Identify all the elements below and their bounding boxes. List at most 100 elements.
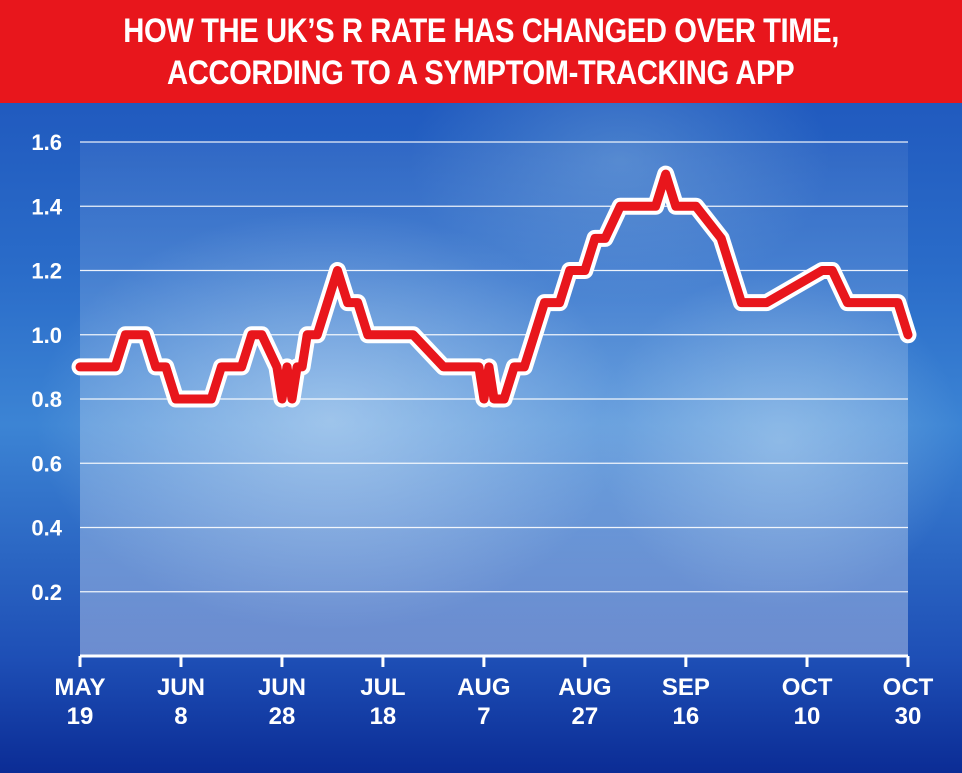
data-point — [730, 269, 733, 272]
data-point — [478, 366, 480, 368]
y-tick-label: 1.4 — [31, 194, 62, 219]
data-point — [488, 366, 490, 368]
data-point — [619, 205, 621, 208]
data-point — [755, 301, 758, 304]
data-point — [654, 205, 657, 208]
data-point — [664, 173, 667, 175]
x-tick-month: MAY — [54, 674, 105, 701]
data-point — [306, 334, 309, 336]
data-point — [831, 269, 834, 272]
series-group — [71, 165, 917, 408]
data-point — [397, 334, 399, 336]
data-point — [144, 334, 147, 336]
data-point — [412, 334, 415, 336]
x-tick-day: 7 — [477, 703, 490, 730]
data-point — [442, 366, 445, 368]
x-tick-day: 30 — [895, 703, 922, 730]
y-tick-label: 0.4 — [31, 516, 62, 541]
data-point — [740, 301, 743, 304]
data-point — [200, 398, 202, 400]
data-point — [367, 334, 369, 336]
data-point — [377, 334, 379, 336]
data-point — [846, 301, 849, 304]
data-point — [856, 301, 859, 304]
x-tick-day: 10 — [794, 703, 821, 730]
data-point — [690, 205, 692, 208]
chart-title-line-1: HOW THE UK’S R RATE HAS CHANGED OVER TIM… — [123, 11, 839, 50]
data-point — [644, 205, 647, 208]
data-point — [175, 398, 177, 400]
data-point — [281, 398, 283, 400]
data-point — [220, 366, 223, 368]
data-point — [291, 398, 293, 400]
data-point — [720, 237, 722, 240]
data-point — [240, 366, 243, 368]
data-point — [523, 366, 526, 368]
y-tick-label: 1.2 — [31, 259, 62, 284]
data-point — [250, 334, 253, 336]
y-tick-label: 0.2 — [31, 580, 62, 605]
y-tick-label: 1.0 — [31, 323, 62, 348]
data-point — [897, 301, 899, 304]
data-point — [154, 366, 157, 368]
data-point — [301, 366, 303, 368]
data-point — [483, 398, 485, 400]
x-tick-month: SEP — [662, 674, 710, 701]
data-point — [604, 237, 606, 240]
data-point — [513, 366, 515, 368]
x-axis: MAY19JUN8JUN28JUL18AUG7AUG27SEP16OCT10OC… — [54, 654, 934, 730]
x-tick-day: 8 — [174, 703, 187, 730]
x-tick-month: JUN — [258, 674, 306, 701]
data-point — [296, 366, 298, 368]
data-point — [124, 334, 127, 336]
data-point — [165, 366, 167, 368]
data-point — [695, 205, 697, 208]
x-tick-month: JUL — [360, 674, 405, 701]
data-point — [493, 398, 495, 400]
data-point — [387, 334, 389, 336]
x-tick-month: OCT — [782, 674, 833, 701]
data-point — [594, 237, 596, 240]
x-tick-day: 27 — [572, 703, 599, 730]
y-tick-label: 0.8 — [31, 387, 62, 412]
x-tick-month: AUG — [558, 674, 611, 701]
data-point — [79, 366, 81, 368]
data-point — [685, 205, 687, 208]
data-point — [675, 205, 677, 208]
y-tick-label: 1.6 — [31, 130, 62, 155]
chart-title-banner: HOW THE UK’S R RATE HAS CHANGED OVER TIM… — [0, 0, 962, 103]
data-point — [316, 334, 319, 336]
data-point — [114, 366, 117, 368]
chart-title-line-2: ACCORDING TO A SYMPTOM-TRACKING APP — [167, 53, 795, 92]
x-tick-month: JUN — [157, 674, 205, 701]
x-tick-day: 16 — [673, 703, 700, 730]
data-point — [568, 269, 571, 272]
x-tick-month: AUG — [457, 674, 510, 701]
data-point — [558, 301, 561, 304]
x-tick-day: 18 — [370, 703, 397, 730]
data-point — [336, 269, 339, 272]
data-point — [210, 398, 213, 400]
data-point — [468, 366, 470, 368]
data-point — [584, 269, 586, 272]
data-point — [533, 334, 536, 336]
y-tick-label: 0.6 — [31, 451, 62, 476]
y-axis-labels: 0.2 0.4 0.6 0.8 1.0 1.2 1.4 1.6 — [31, 130, 62, 605]
x-tick-day: 19 — [67, 703, 94, 730]
data-point — [276, 366, 278, 368]
data-point — [286, 366, 288, 368]
data-point — [543, 301, 546, 304]
data-point — [452, 366, 455, 368]
data-point — [356, 301, 359, 304]
data-point — [765, 301, 768, 304]
data-point — [346, 301, 349, 304]
data-point — [892, 301, 894, 304]
data-point — [680, 205, 682, 208]
data-point — [821, 269, 823, 272]
data-point — [907, 334, 909, 336]
data-point — [261, 334, 263, 336]
data-point — [326, 301, 329, 304]
x-tick-day: 28 — [269, 703, 296, 730]
data-point — [629, 205, 632, 208]
